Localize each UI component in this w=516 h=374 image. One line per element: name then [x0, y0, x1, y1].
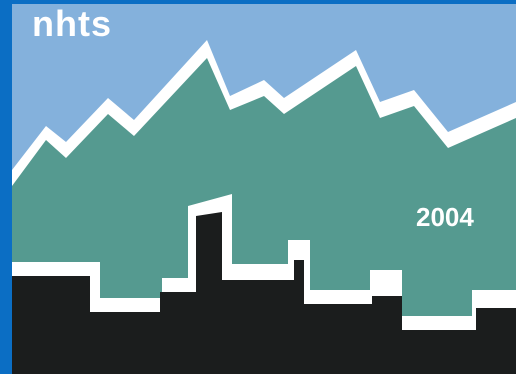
- frame-top-edge: [0, 0, 516, 4]
- survey-year: 2004: [416, 202, 474, 232]
- logo-wordmark: nhts: [32, 3, 112, 44]
- frame-left-edge: [0, 0, 12, 374]
- city-skyline: [12, 212, 516, 374]
